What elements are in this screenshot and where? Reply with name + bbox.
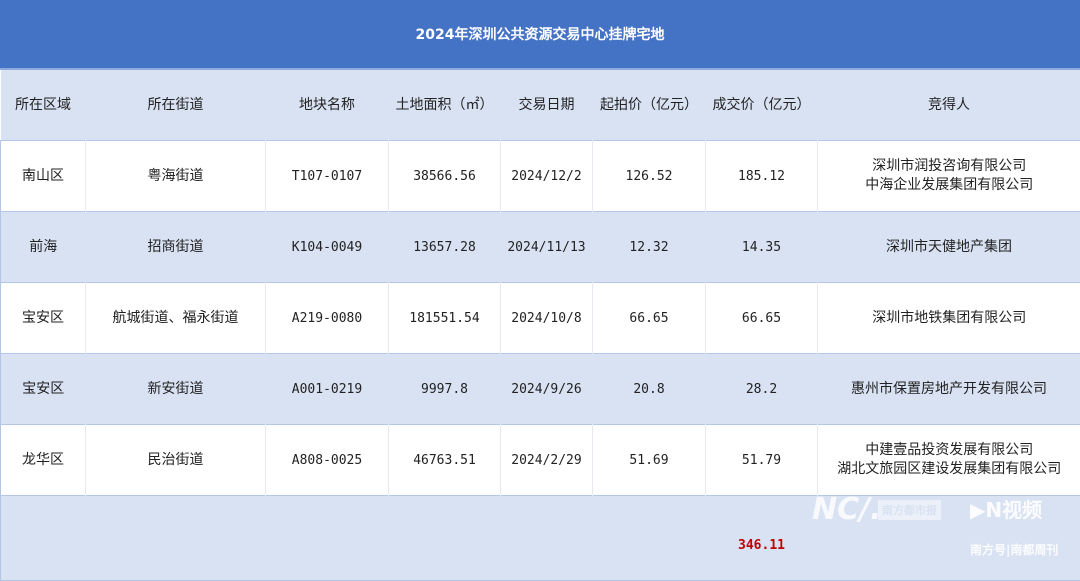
column-header: 竞得人 — [818, 70, 1080, 141]
winner-cell: 深圳市天健地产集团 — [818, 212, 1080, 283]
date-cell: 2024/9/26 — [501, 354, 593, 425]
date-cell: 2024/11/13 — [501, 212, 593, 283]
district-cell: 南山区 — [1, 141, 86, 212]
empty-cell — [266, 496, 389, 581]
date-cell: 2024/12/2 — [501, 141, 593, 212]
street-cell: 民治街道 — [86, 425, 266, 496]
winner-cell: 深圳市地铁集团有限公司 — [818, 283, 1080, 354]
deal-cell: 66.65 — [706, 283, 818, 354]
area-cell: 46763.51 — [389, 425, 501, 496]
table-title: 2024年深圳公共资源交易中心挂牌宅地 — [0, 0, 1080, 70]
footer-watermark: 南方号|南都周刊 — [970, 541, 1058, 558]
winner-name: 深圳市地铁集团有限公司 — [818, 309, 1080, 328]
start-cell: 51.69 — [593, 425, 706, 496]
winner-name: 中海企业发展集团有限公司 — [818, 176, 1080, 195]
total-deal: 346.11 — [706, 496, 818, 581]
area-cell: 13657.28 — [389, 212, 501, 283]
winner-cell: 深圳市润投咨询有限公司中海企业发展集团有限公司 — [818, 141, 1080, 212]
video-logo: ▶N视频 — [970, 494, 1042, 523]
header-row: 所在区域所在街道地块名称土地面积（㎡）交易日期起拍价（亿元）成交价（亿元）竞得人 — [1, 70, 1080, 141]
empty-cell — [593, 496, 706, 581]
area-cell: 9997.8 — [389, 354, 501, 425]
start-cell: 20.8 — [593, 354, 706, 425]
empty-cell — [501, 496, 593, 581]
empty-cell — [1, 496, 86, 581]
winner-cell: 惠州市保置房地产开发有限公司 — [818, 354, 1080, 425]
plot-cell: K104-0049 — [266, 212, 389, 283]
paper-logo: 南方都市报 — [878, 500, 941, 520]
column-header: 交易日期 — [501, 70, 593, 141]
district-cell: 宝安区 — [1, 283, 86, 354]
area-cell: 181551.54 — [389, 283, 501, 354]
plot-cell: A808-0025 — [266, 425, 389, 496]
empty-cell — [86, 496, 266, 581]
column-header: 所在区域 — [1, 70, 86, 141]
deal-cell: 51.79 — [706, 425, 818, 496]
column-header: 起拍价（亿元） — [593, 70, 706, 141]
plot-cell: A001-0219 — [266, 354, 389, 425]
street-cell: 招商街道 — [86, 212, 266, 283]
column-header: 所在街道 — [86, 70, 266, 141]
district-cell: 龙华区 — [1, 425, 86, 496]
column-header: 地块名称 — [266, 70, 389, 141]
nd-logo: NC/. — [812, 492, 881, 527]
date-cell: 2024/10/8 — [501, 283, 593, 354]
district-cell: 前海 — [1, 212, 86, 283]
deal-cell: 185.12 — [706, 141, 818, 212]
deal-cell: 14.35 — [706, 212, 818, 283]
deal-cell: 28.2 — [706, 354, 818, 425]
winner-name: 深圳市润投咨询有限公司 — [818, 157, 1080, 176]
winner-name: 中建壹品投资发展有限公司 — [818, 441, 1080, 460]
start-cell: 66.65 — [593, 283, 706, 354]
winner-cell: 中建壹品投资发展有限公司湖北文旅园区建设发展集团有限公司 — [818, 425, 1080, 496]
start-cell: 126.52 — [593, 141, 706, 212]
district-cell: 宝安区 — [1, 354, 86, 425]
plot-cell: T107-0107 — [266, 141, 389, 212]
winner-name: 深圳市天健地产集团 — [818, 238, 1080, 257]
date-cell: 2024/2/29 — [501, 425, 593, 496]
street-cell: 新安街道 — [86, 354, 266, 425]
winner-name: 湖北文旅园区建设发展集团有限公司 — [818, 460, 1080, 479]
winner-name: 惠州市保置房地产开发有限公司 — [818, 380, 1080, 399]
start-cell: 12.32 — [593, 212, 706, 283]
street-cell: 航城街道、福永街道 — [86, 283, 266, 354]
street-cell: 粤海街道 — [86, 141, 266, 212]
plot-cell: A219-0080 — [266, 283, 389, 354]
empty-cell — [389, 496, 501, 581]
column-header: 土地面积（㎡） — [389, 70, 501, 141]
area-cell: 38566.56 — [389, 141, 501, 212]
column-header: 成交价（亿元） — [706, 70, 818, 141]
